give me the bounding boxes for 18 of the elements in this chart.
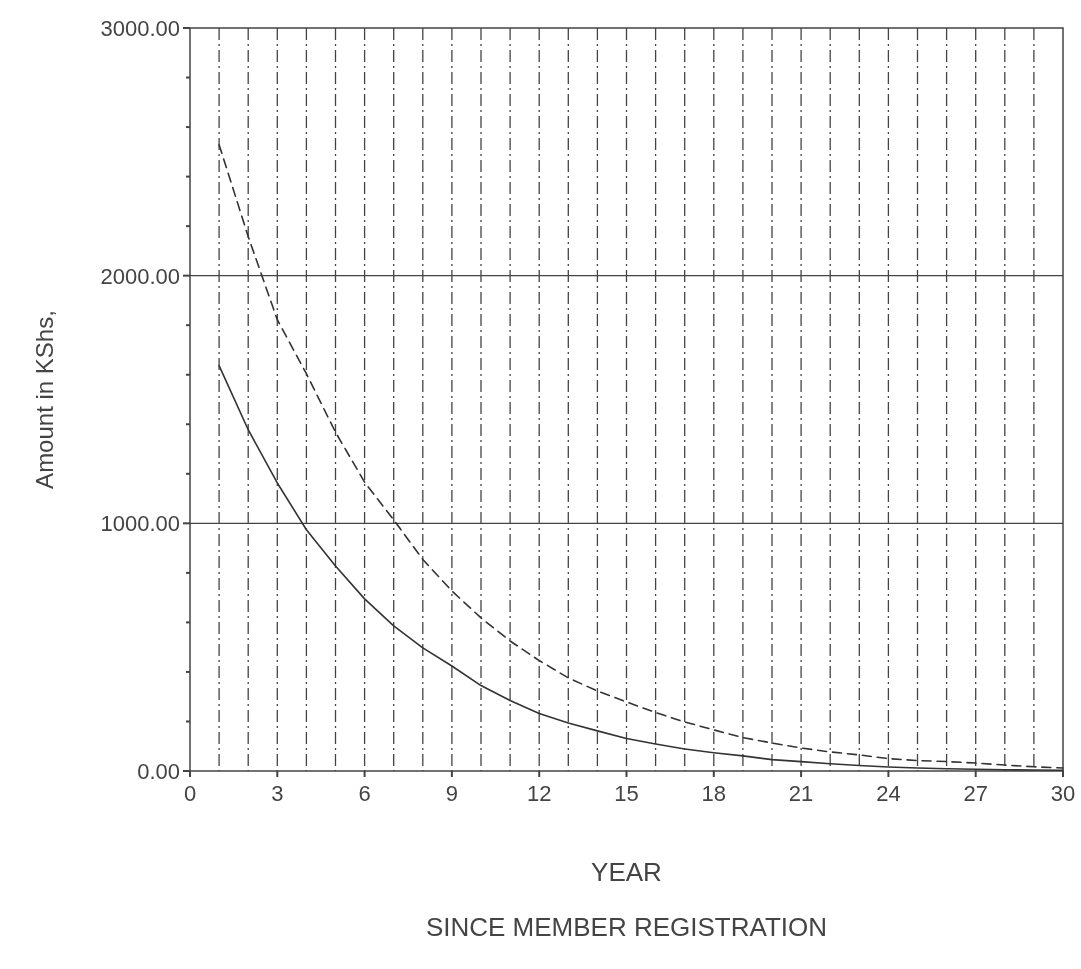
x-tick-label: 3 [271, 781, 284, 806]
x-tick-label: 0 [183, 781, 197, 806]
x-tick-label: 12 [526, 781, 552, 806]
y-tick-label: 0.00 [137, 759, 180, 784]
x-tick-label: 27 [963, 781, 988, 806]
x-tick-label: 6 [358, 781, 371, 806]
x-axis-title: YEAR [591, 857, 662, 887]
x-tick-label: 15 [614, 781, 639, 806]
x-tick-label: 21 [788, 781, 814, 806]
x-tick-label: 30 [1050, 781, 1076, 806]
x-tick-label: 9 [445, 781, 459, 806]
y-tick-label: 1000.00 [100, 511, 180, 537]
y-tick-label: 2000.00 [100, 263, 180, 289]
x-tick-label: 24 [876, 781, 901, 806]
y-tick-label: 3000.00 [100, 16, 180, 41]
text: SINCE MEMBER REGISTRATION [425, 912, 828, 942]
y-axis-title: Amount in KShs, [31, 310, 58, 489]
x-tick-label: 18 [701, 781, 727, 806]
